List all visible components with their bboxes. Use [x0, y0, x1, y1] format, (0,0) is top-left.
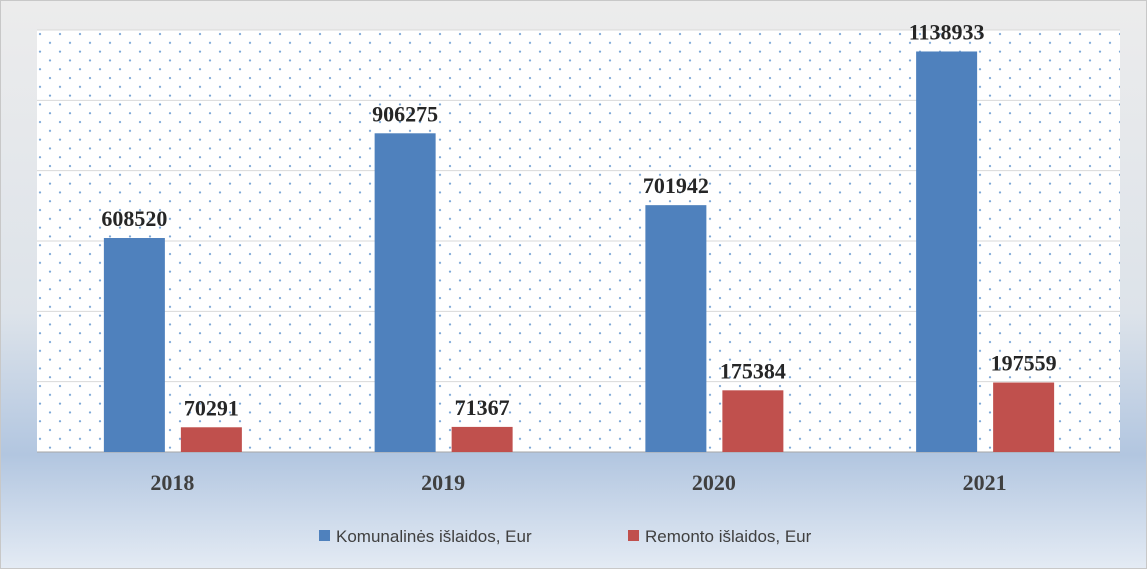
- x-tick-label: 2021: [963, 470, 1007, 495]
- legend-label: Remonto išlaidos, Eur: [645, 527, 812, 546]
- data-label: 906275: [372, 101, 438, 126]
- bar: [645, 205, 707, 452]
- bar: [451, 426, 513, 452]
- legend-label: Komunalinės išlaidos, Eur: [336, 527, 532, 546]
- data-label: 701942: [643, 173, 709, 198]
- bar: [180, 427, 242, 452]
- legend-swatch: [628, 530, 639, 541]
- data-label: 608520: [101, 206, 167, 231]
- data-label: 1138933: [909, 19, 985, 44]
- data-label: 70291: [184, 395, 239, 420]
- bar: [722, 390, 784, 452]
- data-label: 197559: [991, 351, 1057, 376]
- x-tick-label: 2020: [692, 470, 736, 495]
- data-label: 175384: [720, 358, 786, 383]
- data-label: 71367: [455, 395, 510, 420]
- x-tick-label: 2019: [421, 470, 465, 495]
- bar: [374, 133, 436, 453]
- x-tick-label: 2018: [150, 470, 194, 495]
- bar: [993, 382, 1055, 452]
- bar: [916, 51, 978, 453]
- legend-swatch: [319, 530, 330, 541]
- bar: [103, 238, 165, 452]
